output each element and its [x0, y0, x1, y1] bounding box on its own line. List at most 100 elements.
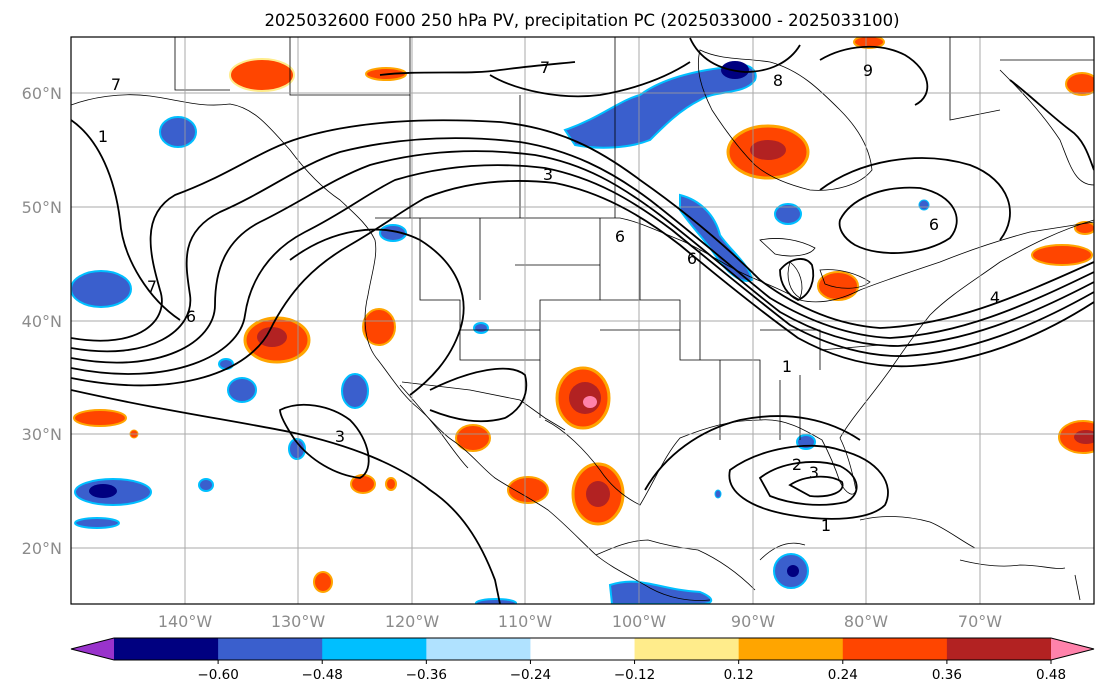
- contour-label: 6: [687, 249, 697, 268]
- neg-blob: [71, 270, 132, 308]
- contour-label: 2: [792, 455, 802, 474]
- pos-blob: [385, 477, 397, 491]
- map-frame: [70, 36, 1095, 605]
- lon-label: 80°W: [844, 612, 888, 631]
- pos-blob: [1065, 72, 1094, 96]
- lon-label: 120°W: [385, 612, 440, 631]
- pv-contour: [788, 475, 844, 498]
- latitude-labels: 60°N 50°N 40°N 30°N 20°N: [22, 84, 62, 558]
- pos-blob-peak: [583, 396, 597, 408]
- neg-blob-core: [89, 484, 117, 498]
- contour-label: 6: [929, 215, 939, 234]
- pv-contour: [689, 37, 801, 73]
- pv-contour: [819, 157, 1011, 241]
- pv-contour: [728, 444, 889, 520]
- pos-blob: [455, 424, 491, 452]
- lat-label: 60°N: [22, 84, 62, 103]
- pv-contour: [379, 61, 576, 76]
- pos-blob-core: [750, 140, 786, 160]
- lon-label: 100°W: [612, 612, 667, 631]
- pv-contour: [1009, 79, 1094, 171]
- colorbar-outline: [70, 637, 1095, 661]
- lat-label: 30°N: [22, 425, 62, 444]
- lat-label: 20°N: [22, 539, 62, 558]
- pos-blob: [73, 409, 127, 427]
- pv-contours: [71, 37, 1094, 604]
- pv-contour: [71, 137, 1094, 353]
- colorbar-segment: [634, 638, 740, 660]
- colorbar-tick-label: 0.36: [932, 667, 962, 683]
- pv-contour: [279, 403, 370, 479]
- pv-contour: [644, 415, 861, 491]
- colorbar-tick-label: 0.24: [828, 667, 858, 683]
- pv-contour: [819, 45, 929, 106]
- lat-label: 50°N: [22, 198, 62, 217]
- pos-blob: [507, 476, 549, 504]
- neg-band: [563, 63, 757, 149]
- pv-contour: [71, 119, 1094, 342]
- pos-blob: [853, 37, 885, 49]
- colorbar-segment: [218, 638, 323, 660]
- contour-label: 1: [782, 357, 792, 376]
- colorbar-segment: [322, 638, 427, 660]
- pv-contour: [71, 180, 1094, 387]
- figure-title: 2025032600 F000 250 hPa PV, precipitatio…: [264, 11, 899, 30]
- pos-blob: [817, 271, 859, 301]
- contour-label: 3: [335, 427, 345, 446]
- pv-contour: [289, 228, 465, 396]
- contour-label: 6: [615, 227, 625, 246]
- neg-blob: [341, 373, 369, 409]
- colorbar-tick-label: 0.12: [724, 667, 754, 683]
- colorbar-tick-label: −0.24: [510, 667, 551, 683]
- contour-labels: 7 1 3 8 9 6 6 7 3 6 4 1 2 3 1 7 6: [98, 58, 1000, 535]
- pv-contour: [779, 258, 815, 301]
- colorbar-extend-low: [71, 638, 114, 660]
- colorbar-tick-label: −0.36: [406, 667, 447, 683]
- colorbar-segment: [530, 638, 636, 660]
- colorbar: −0.60 −0.48 −0.36 −0.24 −0.12 0.12 0.24 0.36 0.4…: [70, 637, 1095, 683]
- contour-label: 3: [809, 463, 819, 482]
- pos-blob: [362, 308, 396, 346]
- neg-blob: [74, 517, 120, 529]
- lon-label: 140°W: [158, 612, 213, 631]
- contour-label: 7: [540, 58, 550, 77]
- pos-blob: [313, 571, 333, 593]
- pv-contour: [71, 119, 181, 321]
- pv-contour: [489, 61, 691, 98]
- map-panel: 7 1 3 8 9 6 6 7 3 6 4 1 2 3 1 7 6: [71, 37, 1094, 604]
- contour-label: 9: [863, 61, 873, 80]
- pos-blob: [1031, 244, 1093, 266]
- pv-contour: [71, 150, 1094, 364]
- neg-blob: [475, 598, 517, 604]
- neg-blob-core: [787, 565, 799, 577]
- contour-label: 1: [821, 516, 831, 535]
- neg-blob: [198, 478, 214, 492]
- neg-blob: [227, 377, 257, 403]
- gridlines: [71, 37, 1094, 604]
- neg-blob: [288, 438, 306, 460]
- colorbar-tick-label: −0.12: [614, 667, 655, 683]
- colorbar-tick-label: 0.48: [1036, 667, 1066, 683]
- neg-blob: [714, 489, 722, 499]
- colorbar-segment: [114, 638, 219, 660]
- precip-positive-areas: [73, 37, 1094, 593]
- pv-contour: [429, 367, 528, 423]
- lon-label: 110°W: [498, 612, 553, 631]
- colorbar-extend-high: [1051, 638, 1094, 660]
- colorbar-tick-label: −0.48: [302, 667, 343, 683]
- pos-blob-core: [586, 481, 610, 507]
- pos-blob: [229, 58, 295, 92]
- lon-label: 90°W: [731, 612, 775, 631]
- colorbar-segment: [738, 638, 844, 660]
- neg-blob: [774, 203, 802, 225]
- pos-blob-core: [257, 327, 287, 347]
- contour-label: 7: [111, 75, 121, 94]
- contour-label: 3: [543, 165, 553, 184]
- contour-label: 4: [990, 288, 1000, 307]
- lon-label: 70°W: [958, 612, 1002, 631]
- pv-contour: [71, 164, 1094, 375]
- neg-blob: [473, 322, 489, 334]
- contour-label: 6: [186, 307, 196, 326]
- lat-label: 40°N: [22, 312, 62, 331]
- colorbar-segment: [946, 638, 1052, 660]
